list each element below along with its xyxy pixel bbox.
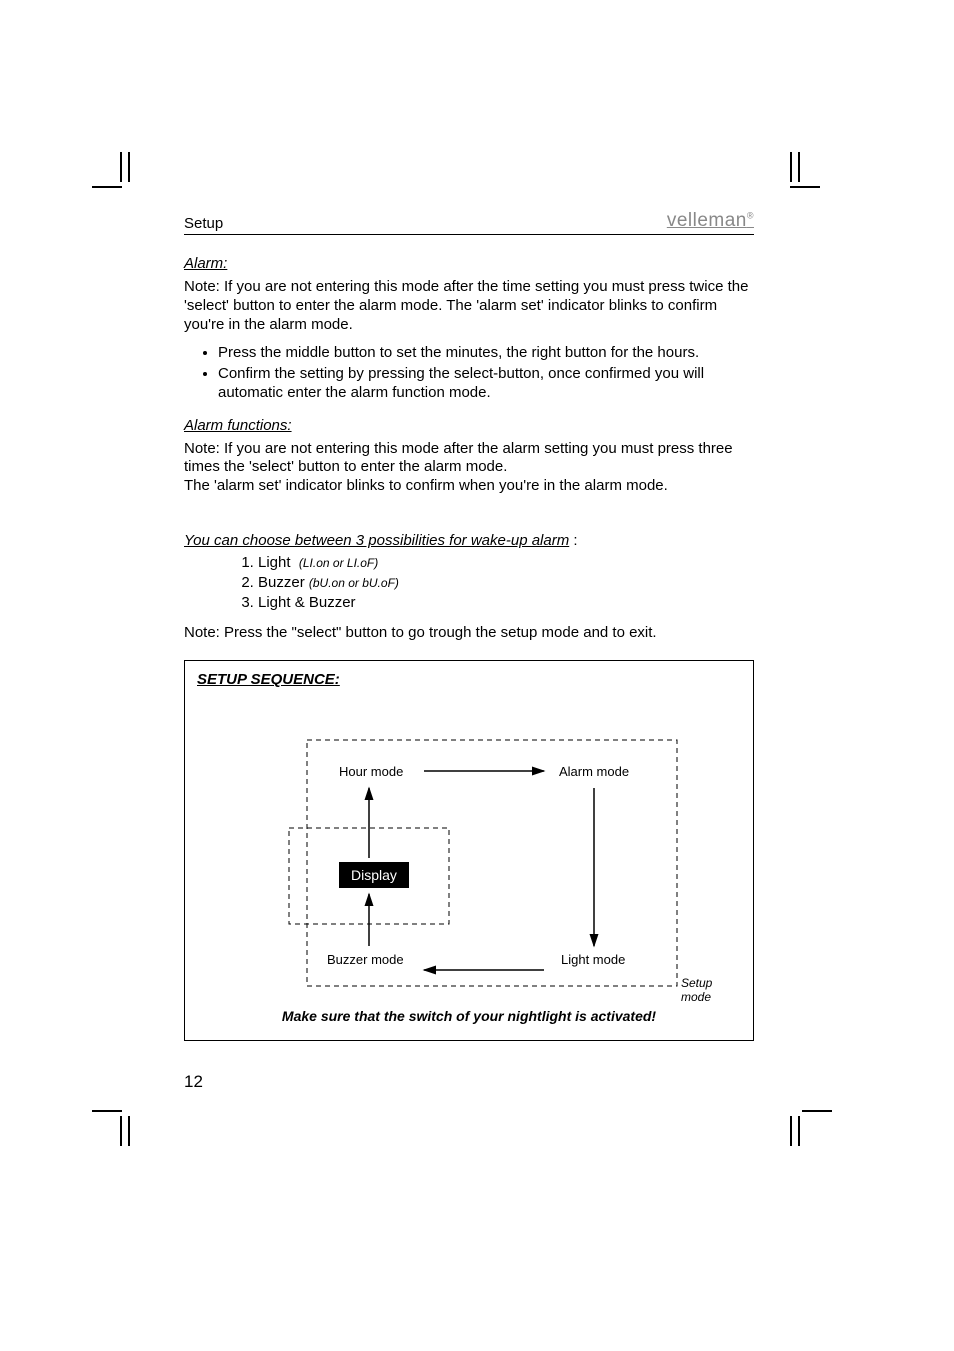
functions-note: Note: If you are not entering this mode … (184, 440, 754, 478)
sequence-footer: Make sure that the switch of your nightl… (197, 1008, 741, 1024)
alarm-bullet: Press the middle button to set the minut… (218, 344, 754, 363)
alarm-heading: Alarm: (184, 255, 754, 272)
node-buzzer: Buzzer mode (327, 952, 404, 967)
node-hour: Hour mode (339, 764, 403, 779)
node-light: Light mode (561, 952, 625, 967)
setup-sequence-box: SETUP SEQUENCE: (184, 660, 754, 1041)
functions-note2: The 'alarm set' indicator blinks to conf… (184, 477, 754, 496)
list-item: Light (LI.on or LI.oF) (258, 553, 754, 573)
sequence-title: SETUP SEQUENCE: (197, 671, 741, 688)
list-item: Light & Buzzer (258, 593, 754, 613)
node-alarm: Alarm mode (559, 764, 629, 779)
header-title: Setup (184, 215, 223, 232)
page-header: Setup velleman® (184, 210, 754, 235)
page-number: 12 (184, 1072, 203, 1092)
alarm-bullet: Confirm the setting by pressing the sele… (218, 365, 754, 403)
possibilities-list: Light (LI.on or LI.oF) Buzzer (bU.on or … (258, 553, 754, 614)
exit-note: Note: Press the "select" button to go tr… (184, 624, 754, 643)
brand-logo: velleman® (667, 210, 754, 232)
node-display: Display (339, 862, 409, 888)
list-item: Buzzer (bU.on or bU.oF) (258, 573, 754, 593)
alarm-bullets: Press the middle button to set the minut… (218, 344, 754, 402)
diagram-svg (199, 698, 739, 988)
functions-heading: Alarm functions: (184, 417, 754, 434)
possibilities-heading: You can choose between 3 possibilities f… (184, 532, 754, 549)
sequence-diagram: Hour mode Alarm mode Display Buzzer mode… (199, 698, 739, 988)
page-content: Setup velleman® Alarm: Note: If you are … (184, 210, 754, 1041)
setup-mode-label: Setup mode (681, 976, 739, 1004)
alarm-note: Note: If you are not entering this mode … (184, 278, 754, 334)
